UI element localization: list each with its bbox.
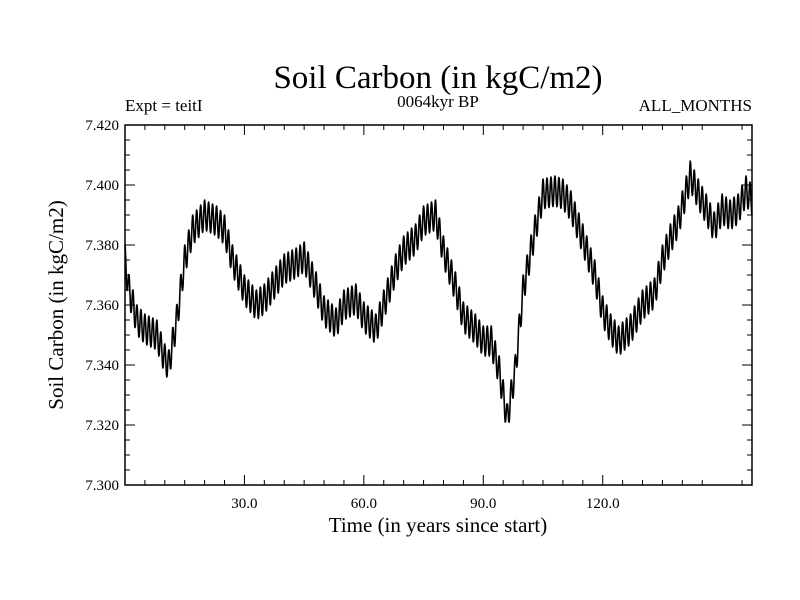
y-tick-label: 7.360 — [85, 298, 119, 314]
chart-subtitle-center: 0064kyr BP — [397, 92, 479, 111]
plot-frame — [124, 124, 753, 486]
y-tick-label: 7.420 — [85, 118, 119, 134]
series-layer — [124, 160, 753, 423]
chart-title: Soil Carbon (in kgC/m2) — [273, 60, 602, 96]
series-line — [124, 160, 753, 423]
x-tick-label: 30.0 — [231, 496, 257, 512]
x-tick-label: 120.0 — [586, 496, 620, 512]
y-tick-label: 7.320 — [85, 418, 119, 434]
y-axis-label: Soil Carbon (in kgC/m2) — [44, 200, 68, 409]
y-tick-label: 7.400 — [85, 178, 119, 194]
y-tick-label: 7.380 — [85, 238, 119, 254]
x-axis-label: Time (in years since start) — [329, 513, 548, 537]
y-tick-label: 7.340 — [85, 358, 119, 374]
x-tick-label: 90.0 — [470, 496, 496, 512]
axes-layer: 30.0 60.0 90.0 120.0 7.300 7.320 7.340 7.360 7.3… — [85, 118, 752, 512]
chart-subtitle-right: ALL_MONTHS — [639, 96, 752, 115]
x-tick-label: 60.0 — [351, 496, 377, 512]
chart-subtitle-left: Expt = teitI — [125, 96, 203, 115]
y-tick-label: 7.300 — [85, 478, 119, 494]
